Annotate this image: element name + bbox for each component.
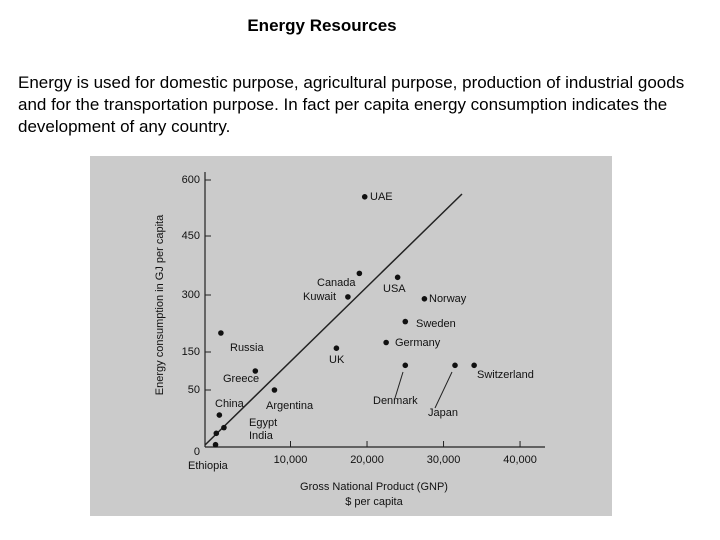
paragraph: Energy is used for domestic purpose, agr… xyxy=(18,73,685,136)
point-label: USA xyxy=(383,283,406,295)
y-tick-label: 450 xyxy=(182,230,200,242)
point xyxy=(394,274,401,281)
x-tick-label: 40,000 xyxy=(503,454,537,466)
point xyxy=(402,362,409,369)
point-label: Greece xyxy=(223,373,259,385)
y-tick-label: 600 xyxy=(182,174,200,186)
point xyxy=(271,387,278,393)
point xyxy=(421,296,428,302)
point xyxy=(383,339,389,346)
y-tick-label: 150 xyxy=(182,346,200,358)
point xyxy=(471,362,477,369)
point xyxy=(213,430,220,437)
page-title: Energy Resources xyxy=(247,16,397,35)
point-label: UAE xyxy=(370,191,393,203)
point-label: Norway xyxy=(429,293,467,305)
point-label: Canada xyxy=(317,277,356,289)
point-label: Sweden xyxy=(416,318,456,330)
point-label: UK xyxy=(329,354,345,366)
point-label: Argentina xyxy=(266,400,314,412)
point xyxy=(356,270,363,277)
point-label: Egypt xyxy=(249,417,277,429)
point-label: Germany xyxy=(395,337,441,349)
y-tick-label: 300 xyxy=(182,289,200,301)
point xyxy=(216,412,223,418)
point-label: Russia xyxy=(230,342,265,354)
point xyxy=(345,294,351,300)
arrow xyxy=(394,371,404,399)
x-tick-label: 10,000 xyxy=(274,454,308,466)
point-label: China xyxy=(215,398,245,410)
point-label: Kuwait xyxy=(303,291,336,303)
trend-line xyxy=(204,193,463,446)
point xyxy=(361,194,368,200)
point-label: Switzerland xyxy=(477,369,534,381)
point xyxy=(212,441,219,448)
point xyxy=(252,368,259,374)
point-label: India xyxy=(249,430,274,442)
point xyxy=(221,424,227,431)
x-axis-title: $ per capita xyxy=(345,496,403,508)
point xyxy=(452,362,458,369)
point xyxy=(333,345,340,352)
point-label: Ethiopia xyxy=(188,460,229,472)
point xyxy=(218,330,224,336)
x-tick-label: 20,000 xyxy=(350,454,384,466)
point-label: Denmark xyxy=(373,395,418,407)
y-axis-title: Energy consumption in GJ per capita xyxy=(154,214,166,395)
arrow xyxy=(434,371,453,409)
x-tick-label: 30,000 xyxy=(427,454,461,466)
x-axis-title: Gross National Product (GNP) xyxy=(300,481,448,493)
point xyxy=(402,318,409,325)
chart-background xyxy=(90,156,612,516)
y-tick-label: 50 xyxy=(188,384,200,396)
point-label: Japan xyxy=(428,407,458,419)
y-tick-label: 0 xyxy=(194,446,200,458)
